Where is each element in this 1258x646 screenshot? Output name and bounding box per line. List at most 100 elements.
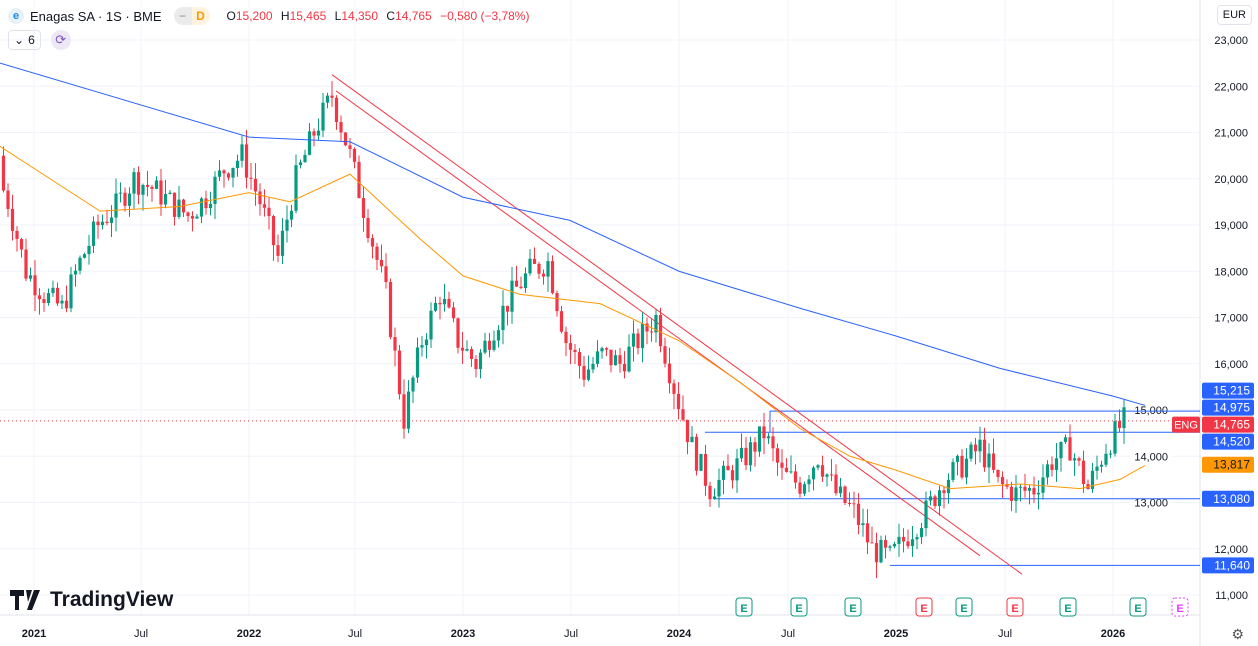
- candle-body: [118, 192, 123, 194]
- candle-body: [1090, 470, 1095, 489]
- earnings-marker[interactable]: E: [1059, 597, 1077, 617]
- candle-body: [222, 170, 226, 174]
- candle-body: [595, 351, 600, 364]
- candle-body: [915, 537, 919, 540]
- candle-body: [946, 479, 951, 494]
- earnings-marker[interactable]: E: [1171, 597, 1189, 617]
- x-tick-label: 2024: [667, 628, 692, 640]
- candle-body: [424, 339, 429, 346]
- candle-body: [141, 185, 145, 195]
- enagas-logo-icon: e: [8, 8, 24, 24]
- earnings-marker[interactable]: E: [844, 597, 862, 617]
- candle-body: [501, 305, 505, 331]
- tradingview-logo[interactable]: TradingView: [10, 588, 173, 612]
- candle-body: [82, 254, 87, 258]
- candle-body: [636, 333, 640, 349]
- candle-body: [667, 363, 672, 384]
- candle-body: [523, 273, 528, 289]
- earnings-label: E: [1011, 603, 1018, 615]
- earnings-marker[interactable]: E: [915, 597, 933, 617]
- price-label-badge: [1202, 399, 1254, 416]
- tradingview-logo-icon: [10, 590, 40, 610]
- candle-body: [609, 349, 613, 366]
- market-status[interactable]: − D: [173, 7, 210, 25]
- candle-body: [438, 302, 442, 305]
- candle-body: [91, 221, 96, 246]
- candle-body: [145, 185, 150, 187]
- candle-body: [384, 266, 388, 282]
- earnings-marker[interactable]: E: [1006, 597, 1024, 617]
- x-tick-label: Jul: [781, 628, 795, 640]
- candle-body: [582, 365, 586, 380]
- earnings-marker[interactable]: E: [955, 597, 973, 617]
- symbol-tag: [1172, 416, 1200, 433]
- candle-body: [478, 352, 483, 370]
- candle-body: [879, 539, 883, 563]
- candle-body: [811, 467, 816, 480]
- candle-body: [154, 180, 159, 189]
- earnings-label: E: [849, 603, 856, 615]
- candle-body: [172, 192, 177, 217]
- trend-line: [331, 74, 1023, 575]
- candle-body: [780, 462, 784, 468]
- candle-body: [280, 230, 285, 256]
- candle-body: [37, 295, 42, 300]
- moving-average-short: [0, 145, 1146, 490]
- candle-body: [784, 467, 789, 472]
- candle-body: [190, 216, 195, 219]
- candle-body: [402, 394, 406, 429]
- candle-body: [163, 193, 168, 205]
- candle-body: [672, 383, 676, 394]
- price-label-badge: [1202, 382, 1254, 399]
- indicators-toggle-button[interactable]: ⌄ 6: [8, 30, 41, 50]
- candle-body: [379, 259, 384, 267]
- candle-body: [874, 543, 879, 563]
- candle-body: [613, 355, 618, 366]
- candle-body: [721, 465, 726, 480]
- settings-gear-icon[interactable]: ⚙: [1231, 626, 1244, 642]
- candle-body: [537, 263, 541, 274]
- symbol-title[interactable]: Enagas SA · 1S · BME: [30, 8, 162, 24]
- candle-body: [753, 442, 757, 452]
- earnings-label: E: [920, 603, 927, 615]
- candle-body: [474, 359, 478, 370]
- candle-body: [1068, 437, 1072, 461]
- candle-body: [397, 350, 402, 395]
- candle-body: [775, 448, 780, 463]
- symbol-legend: e Enagas SA · 1S · BME − D O15,200 H15,4…: [8, 7, 530, 25]
- sync-icon[interactable]: ⟳: [50, 30, 71, 50]
- candle-body: [1081, 460, 1086, 485]
- candle-body: [559, 311, 564, 332]
- candle-body: [159, 180, 163, 205]
- candle-body: [816, 465, 820, 468]
- y-tick-label: 11,000: [1215, 590, 1248, 602]
- delayed-badge: D: [191, 7, 210, 25]
- y-tick-label: 23,000: [1214, 35, 1248, 47]
- candle-body: [258, 191, 262, 205]
- candle-body: [483, 340, 487, 353]
- currency-button[interactable]: EUR: [1216, 5, 1252, 25]
- candle-body: [294, 165, 298, 211]
- candle-body: [847, 502, 852, 504]
- earnings-marker[interactable]: E: [1129, 597, 1147, 617]
- candle-body: [964, 458, 969, 478]
- candle-body: [694, 436, 699, 471]
- y-tick-label: 14,000: [1134, 451, 1168, 463]
- candle-body: [393, 337, 397, 351]
- candle-body: [10, 208, 15, 231]
- candle-body: [303, 154, 307, 163]
- earnings-marker[interactable]: E: [790, 597, 808, 617]
- candle-body: [532, 258, 537, 264]
- earnings-marker[interactable]: E: [735, 597, 753, 617]
- candle-body: [1063, 437, 1068, 442]
- candle-body: [793, 471, 798, 483]
- candle-body: [654, 314, 658, 333]
- candle-body: [766, 436, 771, 439]
- candle-body: [658, 314, 663, 347]
- earnings-icon: [915, 597, 933, 617]
- candle-body: [1, 155, 6, 191]
- candle-body: [1108, 453, 1113, 455]
- y-tick-label-bg: [1130, 403, 1172, 417]
- candle-body: [361, 197, 366, 219]
